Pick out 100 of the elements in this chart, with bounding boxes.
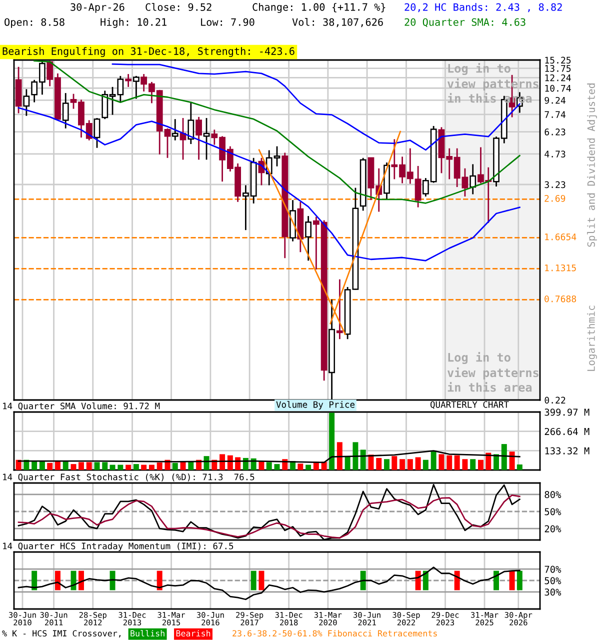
- text: Low: 7.90: [201, 18, 254, 26]
- text: Logarithmic: [587, 306, 597, 371]
- bar: [509, 452, 515, 470]
- y-tick-label: 12.24: [545, 74, 571, 82]
- bar: [32, 461, 38, 470]
- candlestick: [196, 116, 202, 160]
- bar: [62, 461, 68, 470]
- bar: [415, 457, 421, 470]
- bar: [156, 462, 162, 470]
- candlestick: [172, 118, 178, 142]
- candlestick: [203, 117, 210, 160]
- bar: [172, 462, 178, 470]
- text: Bearish: [176, 630, 210, 636]
- bar: [486, 452, 492, 470]
- y-tick-label: 399.97 M: [544, 408, 590, 416]
- bar: [407, 459, 413, 470]
- ref-line-label: 1.1315: [545, 264, 576, 272]
- text: Vol: 38,107,626: [292, 18, 383, 28]
- text: Bullish: [130, 630, 164, 636]
- text: Open: 8.58: [4, 18, 64, 28]
- y-tick-label: 7.74: [544, 111, 566, 118]
- y-tick-label: 80%: [544, 491, 562, 498]
- bar: [422, 460, 428, 470]
- bar: [384, 459, 390, 470]
- bar: [376, 458, 382, 470]
- text: % K - HCS IMI Crossover,: [2, 630, 120, 638]
- bar: [141, 464, 147, 470]
- y-tick-label: 10.74: [545, 84, 571, 92]
- text: Change: 1.00 {+11.7 %}: [252, 3, 386, 13]
- bar: [220, 454, 226, 470]
- y-tick-label: 13.75: [545, 65, 571, 72]
- bar: [94, 462, 100, 470]
- bar: [204, 456, 210, 470]
- bar: [274, 464, 280, 470]
- candlestick: [336, 278, 343, 340]
- bar: [454, 455, 460, 470]
- bar: [430, 450, 436, 470]
- candlestick: [470, 164, 476, 195]
- candlestick: [23, 88, 30, 117]
- bar: [16, 460, 22, 470]
- y-tick-label: 133.32 M: [545, 447, 590, 454]
- y-tick-label: 0.22: [544, 396, 566, 404]
- y-tick-label: 50%: [544, 577, 562, 584]
- bar: [86, 462, 92, 470]
- y-tick-label: 15.25: [545, 56, 571, 64]
- bar: [368, 454, 374, 470]
- bar: [110, 464, 116, 470]
- bar: [360, 450, 366, 470]
- y-tick-label: 3.23: [544, 181, 566, 188]
- bar: [446, 455, 452, 470]
- candlestick: [133, 75, 140, 100]
- bar: [133, 464, 139, 470]
- bar: [344, 456, 350, 470]
- line-series: [18, 450, 520, 464]
- text: 20,2 HC Bands: 2.43 , 8.82: [404, 3, 562, 12]
- y-tick-label: 4.73: [544, 150, 566, 158]
- bar: [501, 444, 507, 470]
- bar: [54, 461, 60, 470]
- bar: [78, 462, 84, 470]
- bar: [392, 456, 398, 470]
- bar: [438, 454, 444, 470]
- ref-line-label: 0.7688: [544, 295, 576, 302]
- bar: [352, 442, 358, 470]
- chart-title: 14 Quarter Fast Stochastic (%K) (%D): 71.3 76.5: [3, 474, 254, 482]
- candlestick: [125, 73, 132, 88]
- y-tick-label: 9.24: [544, 96, 566, 104]
- bar: [126, 464, 132, 470]
- bar: [400, 459, 406, 470]
- text: 30-Apr-26: [70, 3, 124, 13]
- bar: [306, 464, 312, 470]
- y-axis-title: Split and Dividend Adjusted: [587, 84, 597, 247]
- y-tick-label: 50%: [544, 508, 562, 516]
- bar: [118, 464, 124, 470]
- ref-line-label: 1.6654: [545, 233, 576, 240]
- text: Volume By Price: [276, 401, 354, 410]
- candlestick: [94, 117, 100, 149]
- ref-line-label: 2.69: [544, 194, 566, 202]
- bar: [516, 464, 522, 470]
- bar: [470, 459, 476, 470]
- y-tick-label: 266.64 M: [544, 428, 590, 436]
- text: High: 10.21: [100, 18, 166, 28]
- candlestick: [62, 92, 69, 130]
- bar: [298, 464, 304, 470]
- line-series: [18, 566, 520, 600]
- bar: [336, 442, 342, 470]
- y-tick-label: 30%: [544, 588, 562, 596]
- bar: [47, 462, 53, 470]
- bar: [102, 462, 108, 470]
- bar: [478, 460, 484, 470]
- bar: [148, 464, 154, 470]
- candlestick: [305, 215, 312, 262]
- bar: [250, 458, 256, 470]
- text: QUARTERLY CHART: [430, 401, 509, 409]
- y-tick-label: 6.23: [544, 128, 566, 136]
- bar: [39, 461, 45, 470]
- chart-title: 14 Quarter HCS Intraday Momentum (IMI): 67.5: [3, 542, 234, 551]
- line-series: [18, 494, 520, 539]
- candlestick: [188, 102, 194, 145]
- bar: [70, 464, 76, 470]
- y-tick-label: 70%: [544, 566, 562, 573]
